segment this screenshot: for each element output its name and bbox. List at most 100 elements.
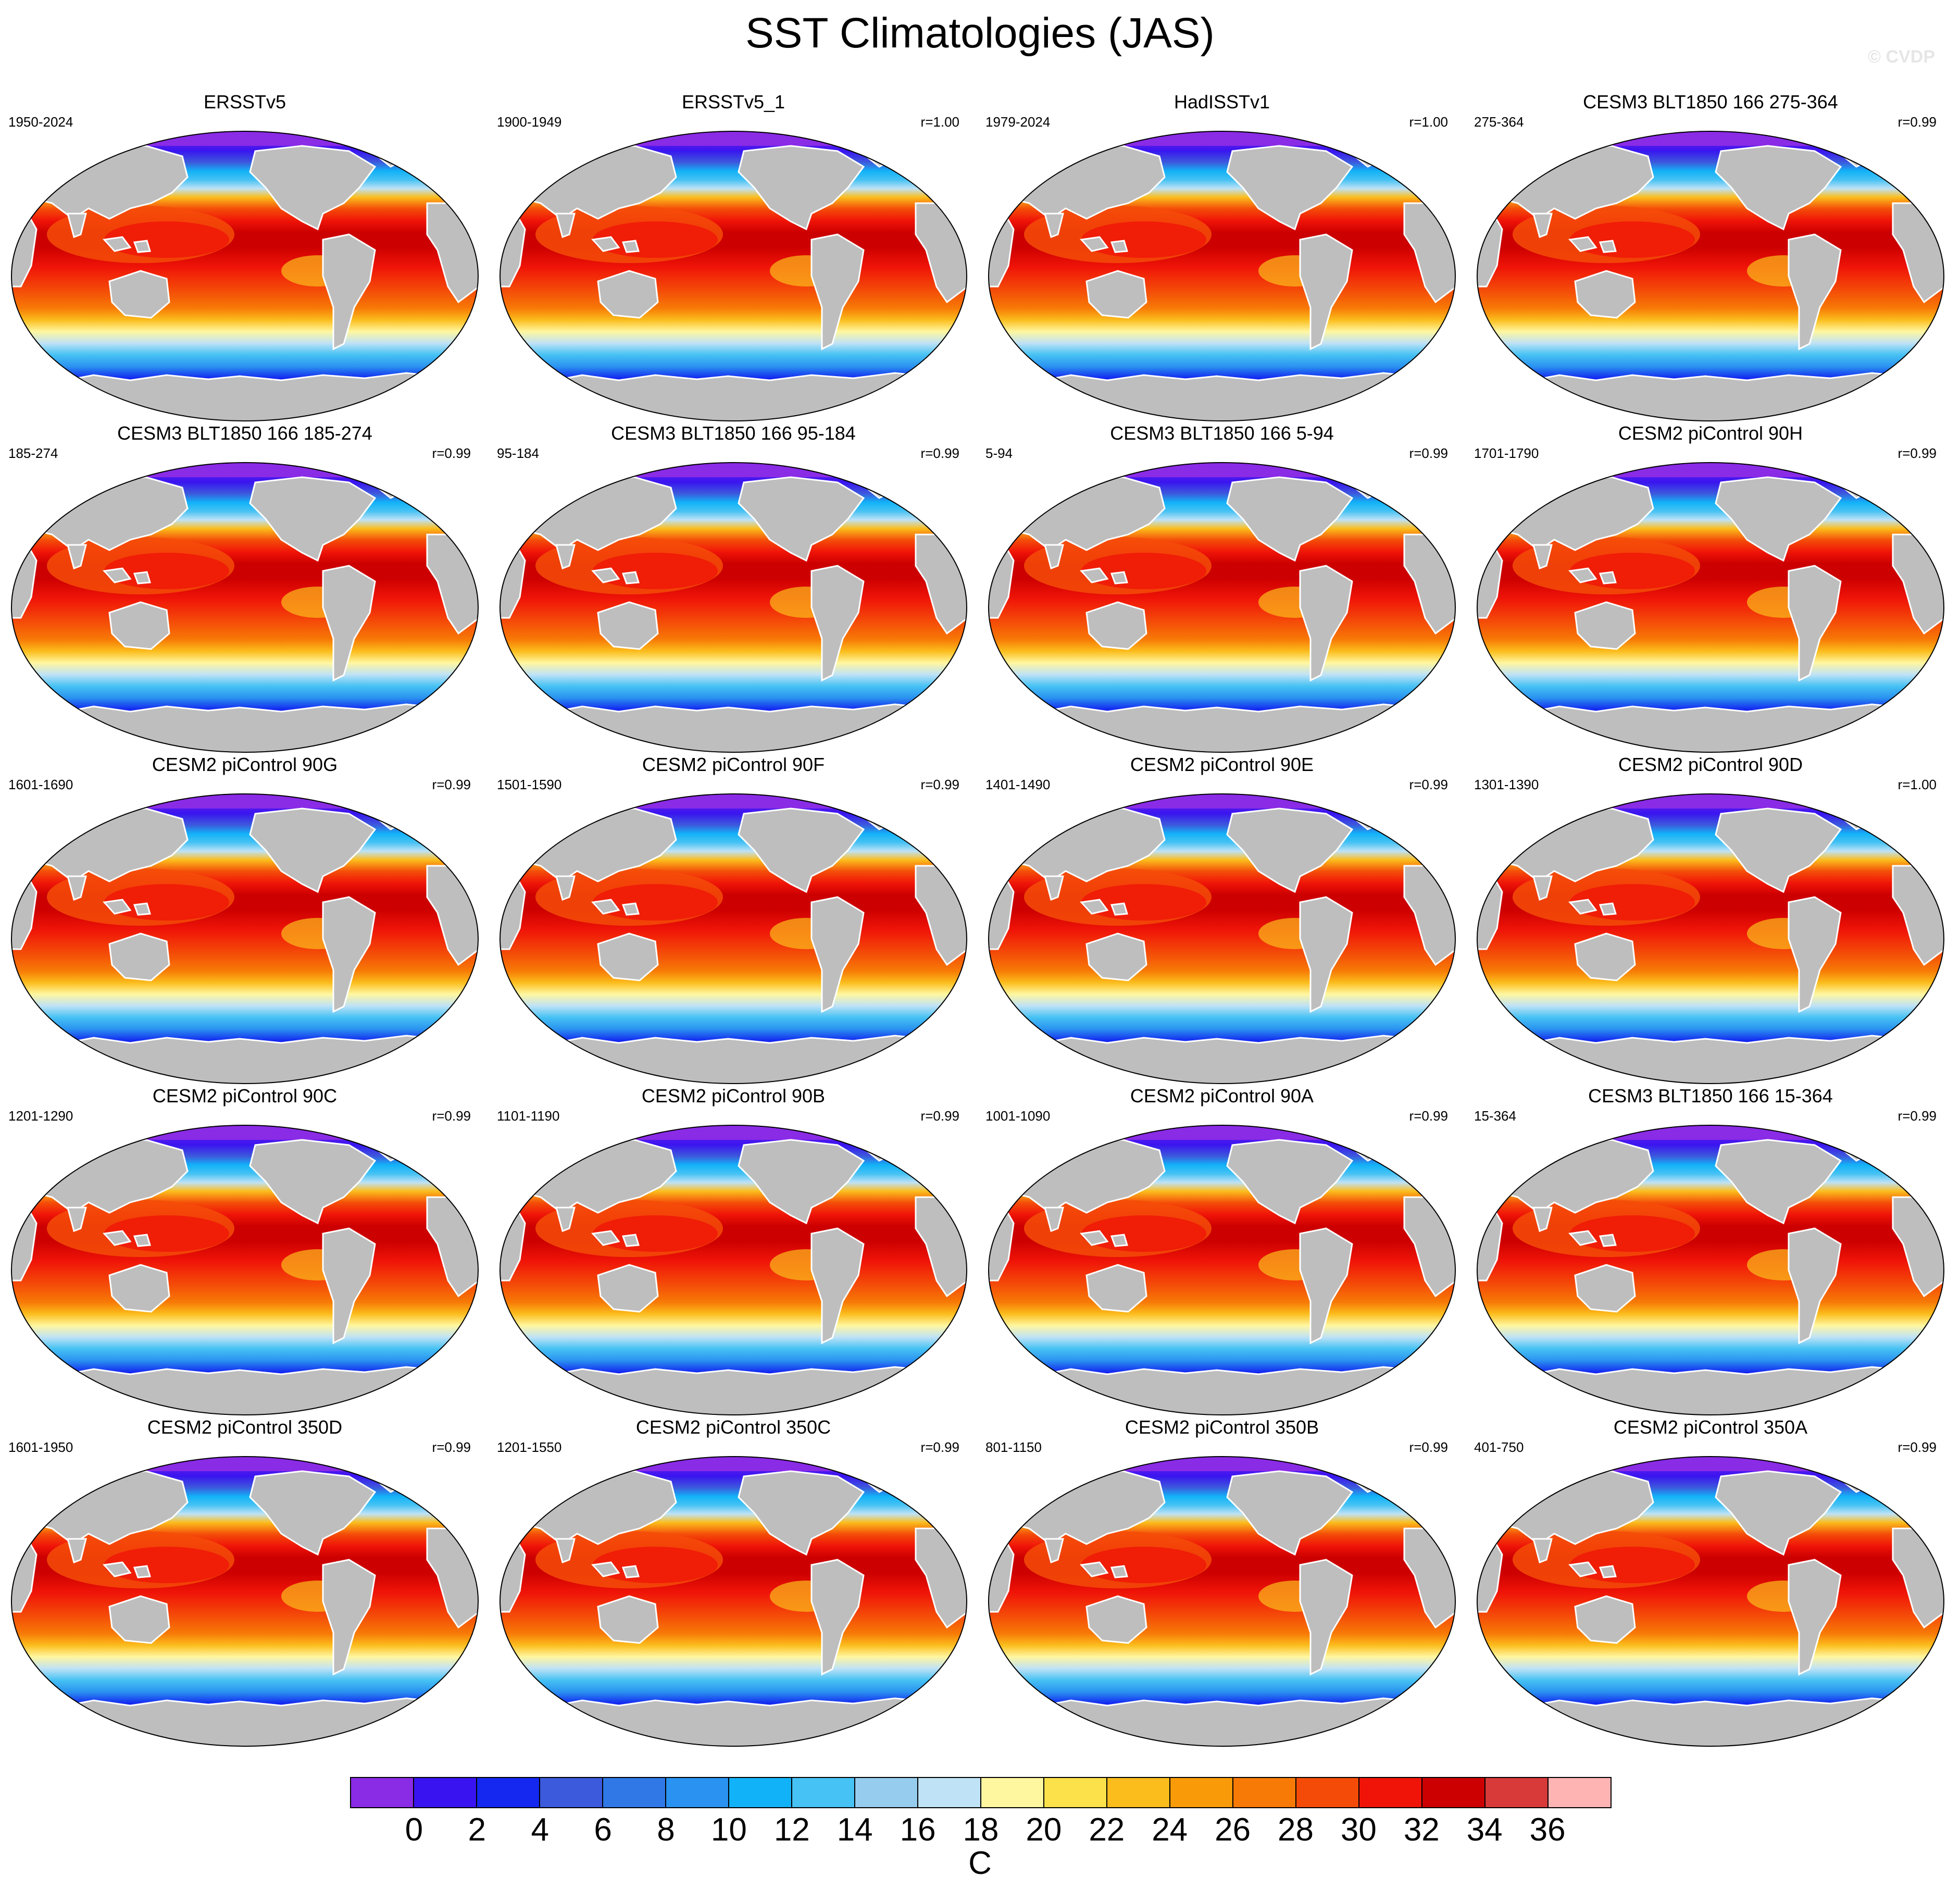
map-panel: CESM2 piControl 90D 1301-1390 r=1.00 bbox=[1466, 751, 1955, 1085]
panel-title: CESM3 BLT1850 166 185-274 bbox=[117, 422, 372, 444]
colorbar-tick-label: 28 bbox=[1278, 1812, 1314, 1848]
colorbar bbox=[350, 1777, 1612, 1808]
panel-title: CESM2 piControl 90C bbox=[152, 1085, 338, 1106]
panel-title: HadISSTv1 bbox=[1173, 91, 1270, 113]
panel-correlation: r=0.99 bbox=[920, 777, 959, 792]
panel-correlation: r=0.99 bbox=[1409, 1439, 1448, 1455]
colorbar-swatch bbox=[1044, 1778, 1107, 1807]
panel-title: CESM2 piControl 90D bbox=[1618, 754, 1803, 775]
colorbar-tick-label: 4 bbox=[531, 1812, 549, 1848]
colorbar-swatch bbox=[1107, 1778, 1170, 1807]
map-panel: CESM3 BLT1850 166 275-364 275-364 r=0.99 bbox=[1466, 89, 1955, 422]
panel-title: CESM2 piControl 90B bbox=[641, 1085, 826, 1106]
panel-correlation: r=0.99 bbox=[1409, 445, 1448, 461]
panel-years: 401-750 bbox=[1474, 1439, 1524, 1455]
colorbar-swatch bbox=[477, 1778, 540, 1807]
sst-map bbox=[10, 1124, 479, 1416]
map-panel: CESM2 piControl 350A 401-750 r=0.99 bbox=[1466, 1414, 1955, 1747]
sst-map bbox=[988, 1124, 1456, 1416]
colorbar-swatch bbox=[351, 1778, 414, 1807]
panel-correlation: r=0.99 bbox=[432, 445, 471, 461]
panel-title: CESM2 piControl 90E bbox=[1130, 754, 1314, 775]
map-panel: CESM2 piControl 90B 1101-1190 r=0.99 bbox=[489, 1083, 978, 1416]
panel-years: 1101-1190 bbox=[497, 1108, 560, 1124]
sst-map bbox=[10, 462, 479, 753]
copyright-watermark: © CVDP bbox=[1868, 47, 1935, 67]
map-panel: ERSSTv5 1950-2024 bbox=[0, 89, 490, 422]
panel-title: CESM2 piControl 350D bbox=[147, 1416, 343, 1438]
sst-map bbox=[988, 1456, 1456, 1747]
main-title: SST Climatologies (JAS) bbox=[745, 9, 1215, 57]
map-panel: CESM2 piControl 350D 1601-1950 r=0.99 bbox=[0, 1414, 490, 1747]
sst-map bbox=[988, 462, 1456, 753]
colorbar-swatch bbox=[855, 1778, 918, 1807]
colorbar-tick-label: 8 bbox=[657, 1812, 675, 1848]
sst-map bbox=[10, 793, 479, 1085]
panel-correlation: r=0.99 bbox=[432, 1108, 471, 1124]
colorbar-swatch bbox=[729, 1778, 792, 1807]
map-panel: CESM2 piControl 90F 1501-1590 r=0.99 bbox=[489, 751, 978, 1085]
map-panel: CESM3 BLT1850 166 15-364 15-364 r=0.99 bbox=[1466, 1083, 1955, 1416]
colorbar-swatch bbox=[1549, 1778, 1611, 1807]
sst-map bbox=[499, 1124, 968, 1416]
colorbar-swatch bbox=[792, 1778, 855, 1807]
sst-map bbox=[499, 1456, 968, 1747]
panel-title: CESM2 piControl 90A bbox=[1130, 1085, 1314, 1106]
panel-years: 1301-1390 bbox=[1474, 777, 1539, 792]
panel-years: 1401-1490 bbox=[985, 777, 1051, 792]
colorbar-tick-label: 24 bbox=[1152, 1812, 1188, 1848]
panel-years: 1601-1690 bbox=[8, 777, 73, 792]
map-panel: CESM2 piControl 350B 801-1150 r=0.99 bbox=[977, 1414, 1467, 1747]
sst-map bbox=[10, 130, 479, 422]
panel-correlation: r=0.99 bbox=[1897, 445, 1937, 461]
colorbar-swatch bbox=[666, 1778, 729, 1807]
colorbar-tick-label: 26 bbox=[1215, 1812, 1251, 1848]
panel-title: CESM2 piControl 90G bbox=[152, 754, 338, 775]
map-panel: CESM2 piControl 90A 1001-1090 r=0.99 bbox=[977, 1083, 1467, 1416]
panel-title: CESM3 BLT1850 166 275-364 bbox=[1583, 91, 1838, 113]
panel-title: ERSSTv5 bbox=[203, 91, 286, 113]
colorbar-swatch bbox=[603, 1778, 666, 1807]
panel-title: CESM2 piControl 350B bbox=[1125, 1416, 1319, 1438]
map-panel: CESM2 piControl 90C 1201-1290 r=0.99 bbox=[0, 1083, 490, 1416]
map-panel: ERSSTv5_1 1900-1949 r=1.00 bbox=[489, 89, 978, 422]
panel-correlation: r=1.00 bbox=[1897, 777, 1937, 792]
sst-map bbox=[1476, 462, 1945, 753]
map-panel: CESM2 piControl 90G 1601-1690 r=0.99 bbox=[0, 751, 490, 1085]
colorbar-tick-label: 18 bbox=[963, 1812, 999, 1848]
panel-title: CESM3 BLT1850 166 5-94 bbox=[1110, 422, 1334, 444]
colorbar-tick-label: 0 bbox=[405, 1812, 423, 1848]
panel-correlation: r=0.99 bbox=[1409, 777, 1448, 792]
panel-years: 1201-1550 bbox=[497, 1439, 562, 1455]
sst-map bbox=[10, 1456, 479, 1747]
colorbar-tick-label: 10 bbox=[710, 1812, 747, 1848]
panel-years: 95-184 bbox=[497, 445, 539, 461]
panel-correlation: r=1.00 bbox=[1409, 114, 1448, 130]
colorbar-tick-label: 34 bbox=[1466, 1812, 1503, 1848]
colorbar-swatch bbox=[1359, 1778, 1422, 1807]
colorbar-tick-label: 36 bbox=[1529, 1812, 1566, 1848]
panel-title: ERSSTv5_1 bbox=[681, 91, 785, 113]
panel-correlation: r=0.99 bbox=[920, 1439, 959, 1455]
colorbar-swatch bbox=[1485, 1778, 1549, 1807]
colorbar-swatch bbox=[1233, 1778, 1296, 1807]
sst-map bbox=[1476, 1456, 1945, 1747]
sst-map bbox=[499, 462, 968, 753]
panel-years: 1900-1949 bbox=[497, 114, 562, 130]
panel-years: 1501-1590 bbox=[497, 777, 562, 792]
panel-years: 1950-2024 bbox=[8, 114, 73, 130]
panel-title: CESM2 piControl 90F bbox=[642, 754, 825, 775]
panel-years: 1979-2024 bbox=[985, 114, 1051, 130]
panel-correlation: r=0.99 bbox=[432, 1439, 471, 1455]
colorbar-tick-label: 2 bbox=[468, 1812, 486, 1848]
colorbar-swatch bbox=[1170, 1778, 1233, 1807]
sst-map bbox=[499, 130, 968, 422]
panel-title: CESM2 piControl 90H bbox=[1618, 422, 1803, 444]
sst-map bbox=[1476, 1124, 1945, 1416]
map-panel: CESM2 piControl 90H 1701-1790 r=0.99 bbox=[1466, 420, 1955, 753]
panel-correlation: r=0.99 bbox=[432, 777, 471, 792]
sst-map bbox=[1476, 130, 1945, 422]
panel-correlation: r=1.00 bbox=[920, 114, 959, 130]
map-panel: CESM2 piControl 350C 1201-1550 r=0.99 bbox=[489, 1414, 978, 1747]
colorbar-swatch bbox=[414, 1778, 477, 1807]
